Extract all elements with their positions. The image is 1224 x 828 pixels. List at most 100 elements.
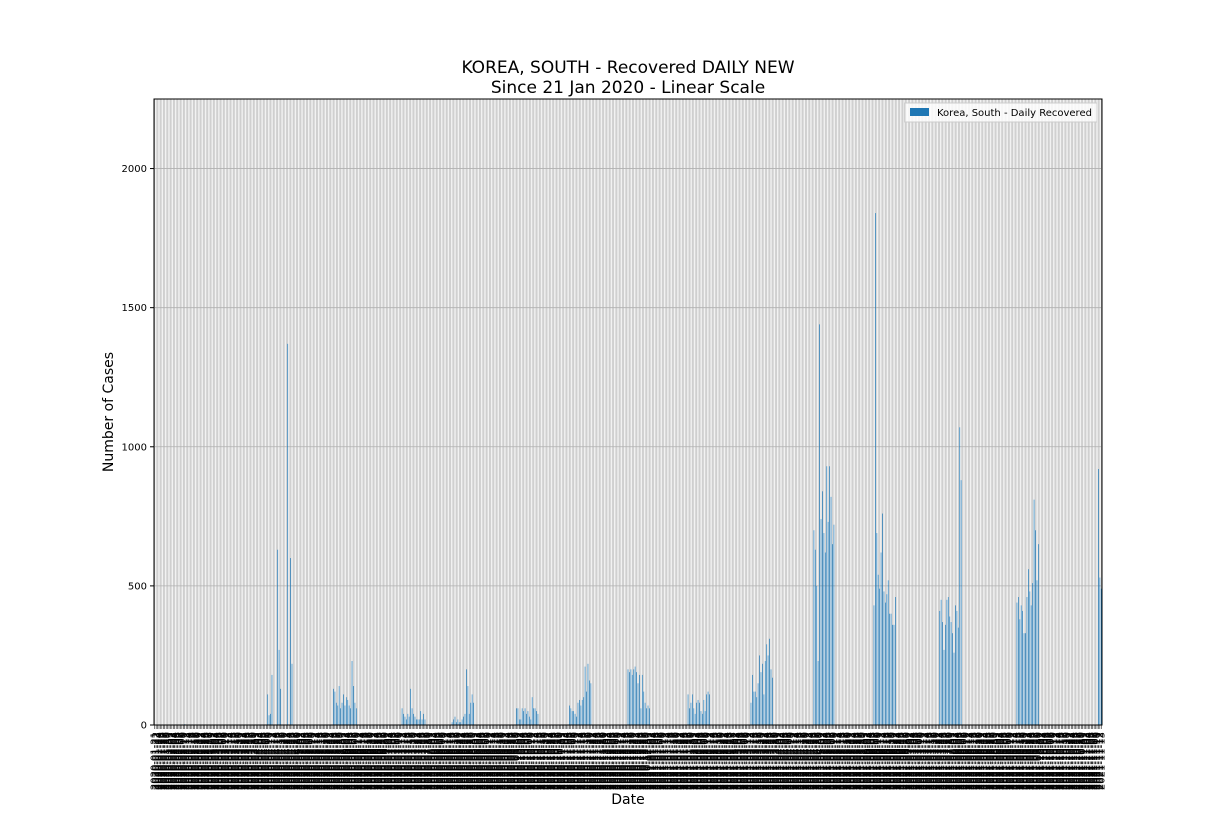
x-tick-label: 2020-06-28 <box>377 732 388 790</box>
x-tick-label: 2020-05-06 <box>301 732 312 790</box>
x-tick-label: 2021-06-08 <box>870 732 881 790</box>
bar <box>756 697 758 725</box>
bar <box>290 558 291 725</box>
x-tick-label: 2020-09-15 <box>490 732 501 790</box>
bar <box>420 711 422 725</box>
x-tick-label: 2021-02-01 <box>689 732 700 790</box>
x-tick-label: 2021-03-07 <box>737 732 748 790</box>
bar <box>1100 588 1102 725</box>
x-tick-label: 2021-09-30 <box>1033 732 1044 790</box>
x-tick-label: 2020-12-08 <box>610 732 621 790</box>
x-tick-label: 2020-11-13 <box>574 732 585 790</box>
bar <box>354 702 356 725</box>
x-tick-label: 2021-07-24 <box>936 732 947 790</box>
x-tick-label: 2020-10-05 <box>519 732 530 790</box>
x-tick-label: 2020-11-01 <box>557 732 568 790</box>
bar <box>537 713 539 725</box>
x-tick-label: 2021-10-16 <box>1056 732 1067 790</box>
plot-frame <box>153 98 1103 726</box>
x-tick-label: 2020-08-19 <box>451 732 462 790</box>
bar <box>458 722 460 725</box>
bar <box>942 622 943 725</box>
x-tick-label: 2020-07-12 <box>397 732 408 790</box>
x-tick-label: 2021-04-27 <box>810 732 821 790</box>
x-tick-label: 2021-09-09 <box>1003 732 1014 790</box>
bar <box>893 624 895 725</box>
legend-label: Korea, South - Daily Recovered <box>937 108 1092 119</box>
x-tick-label: 2020-12-20 <box>627 732 638 790</box>
y-axis-label: Number of Cases <box>101 352 117 472</box>
bar <box>411 708 413 725</box>
bar <box>570 708 572 725</box>
x-tick-label: 2020-02-19 <box>191 732 202 790</box>
x-tick-label: 2020-12-29 <box>640 732 651 790</box>
x-tick-label: 2020-11-21 <box>586 732 597 790</box>
x-tick-label: 2020-10-27 <box>550 732 561 790</box>
x-tick-label: 2021-02-07 <box>697 732 708 790</box>
x-tick-label: 2020-05-01 <box>294 732 305 790</box>
x-tick-label: 2020-07-23 <box>413 732 424 790</box>
x-tick-label: 2020-09-09 <box>481 732 492 790</box>
x-tick-label: 2020-11-15 <box>577 732 588 790</box>
x-tick-label: 2021-09-01 <box>992 732 1003 790</box>
bar <box>827 521 829 725</box>
x-tick-label: 2021-07-22 <box>933 732 944 790</box>
bar <box>1035 530 1036 725</box>
x-tick-label: 2021-06-16 <box>882 732 893 790</box>
x-tick-label: 2021-07-31 <box>946 732 957 790</box>
x-tick-label: 2021-11-11 <box>1093 732 1104 790</box>
x-tick-label: 2020-09-04 <box>474 732 485 790</box>
x-tick-label: 2021-04-04 <box>777 732 788 790</box>
x-tick-label: 2020-03-27 <box>244 732 255 790</box>
x-tick-label: 2020-02-24 <box>198 732 209 790</box>
bar <box>413 713 414 725</box>
x-tick-label: 2021-03-14 <box>747 732 758 790</box>
x-tick-label: 2021-07-04 <box>908 732 919 790</box>
x-tick-label: 2020-12-18 <box>624 732 635 790</box>
x-tick-label: 2020-12-16 <box>622 732 633 790</box>
bar <box>943 649 945 725</box>
x-tick-label: 2020-05-22 <box>324 732 335 790</box>
x-tick-label: 2021-06-15 <box>880 732 891 790</box>
bar <box>829 466 830 725</box>
x-tick-label: 2021-08-16 <box>969 732 980 790</box>
x-tick-label: 2020-11-08 <box>567 732 578 790</box>
x-tick-label: 2021-07-23 <box>935 732 946 790</box>
x-tick-label: 2021-06-26 <box>896 732 907 790</box>
x-tick-label: 2021-05-09 <box>827 732 838 790</box>
bar <box>769 638 770 725</box>
x-tick-label: 2020-06-30 <box>380 732 391 790</box>
bar <box>696 702 697 725</box>
x-tick-label: 2021-02-17 <box>712 732 723 790</box>
bar <box>406 719 407 725</box>
x-tick-label: 2020-03-08 <box>217 732 228 790</box>
bar <box>1023 633 1025 725</box>
x-tick-label: 2020-12-23 <box>632 732 643 790</box>
x-tick-label: 2020-09-05 <box>476 732 487 790</box>
bar <box>752 674 753 725</box>
bar <box>689 708 690 725</box>
x-tick-label: 2020-07-07 <box>390 732 401 790</box>
bar <box>580 705 582 725</box>
x-tick-layer: 2020-01-212020-01-222020-01-232020-01-24… <box>150 725 1107 790</box>
x-tick-label: 2020-08-22 <box>456 732 467 790</box>
x-tick-label: 2020-11-02 <box>559 732 570 790</box>
x-tick-label: 2021-07-16 <box>925 732 936 790</box>
x-tick-label: 2021-03-12 <box>745 732 756 790</box>
x-tick-label: 2021-03-04 <box>733 732 744 790</box>
bar <box>814 549 816 725</box>
x-tick-label: 2020-07-02 <box>383 732 394 790</box>
x-tick-label: 2020-02-05 <box>171 732 182 790</box>
x-tick-label: 2021-08-27 <box>985 732 996 790</box>
x-tick-label: 2021-03-26 <box>765 732 776 790</box>
x-tick-label: 2020-04-28 <box>290 732 301 790</box>
x-tick-label: 2021-07-05 <box>909 732 920 790</box>
x-tick-label: 2021-07-25 <box>938 732 949 790</box>
bar <box>882 513 883 725</box>
x-tick-label: 2021-01-26 <box>680 732 691 790</box>
x-tick-label: 2021-01-01 <box>644 732 655 790</box>
bar <box>757 683 759 725</box>
x-tick-label: 2021-05-05 <box>822 732 833 790</box>
x-tick-label: 2021-01-02 <box>646 732 657 790</box>
